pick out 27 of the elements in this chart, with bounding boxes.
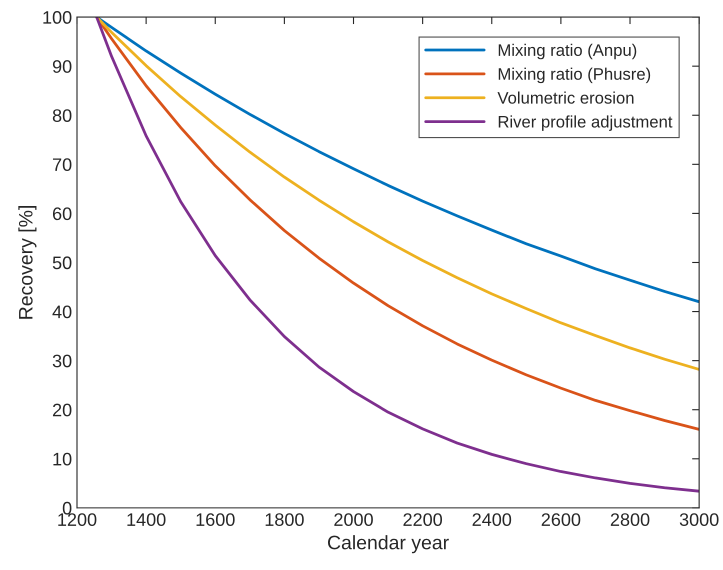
legend-label: Volumetric erosion	[497, 92, 634, 104]
x-tick-label: 1200	[58, 513, 96, 526]
y-tick-label: 0	[62, 502, 72, 515]
y-tick-label: 10	[53, 452, 72, 466]
x-tick-label: 1600	[196, 513, 235, 526]
y-tick-label: 100	[43, 11, 72, 24]
y-axis-title: Recovery [%]	[18, 206, 36, 319]
x-tick-label: 2600	[542, 513, 580, 526]
x-tick-label: 3000	[680, 513, 719, 526]
x-tick-label: 2800	[610, 513, 650, 526]
x-tick-label: 1800	[266, 513, 304, 526]
y-tick-label: 70	[52, 158, 72, 172]
y-tick-label: 30	[52, 354, 72, 368]
x-tick-label: 2200	[403, 513, 442, 526]
y-tick-label: 80	[52, 109, 72, 122]
legend-label: River profile adjustment	[498, 115, 672, 131]
y-tick-label: 40	[52, 305, 72, 318]
x-tick-label: 2000	[334, 513, 373, 526]
y-tick-label: 60	[52, 207, 72, 220]
y-tick-label: 50	[52, 256, 72, 270]
x-tick-label: 1400	[127, 513, 166, 526]
legend-label: Mixing ratio (Phusre)	[498, 68, 650, 84]
x-tick-label: 2400	[472, 513, 512, 526]
legend-label: Mixing ratio (Anpu)	[498, 44, 636, 60]
y-tick-label: 90	[52, 60, 72, 73]
y-tick-label: 20	[52, 404, 72, 416]
x-axis-title: Calendar year	[328, 535, 449, 554]
